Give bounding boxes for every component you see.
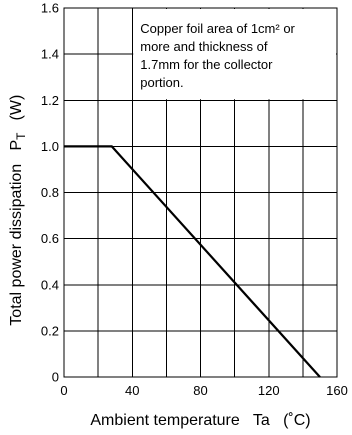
y-tick-label: 1.2	[41, 93, 59, 108]
x-tick-label: 40	[125, 383, 139, 398]
x-tick-label: 160	[326, 383, 348, 398]
y-tick-label: 0.4	[41, 277, 59, 292]
x-tick-label: 80	[193, 383, 207, 398]
annotation-line-3: 1.7mm for the collector	[140, 57, 273, 72]
y-tick-label: 0.6	[41, 231, 59, 246]
y-axis-title-subscript: T	[14, 132, 28, 140]
x-tick-labels: 0 40 80 120 160	[60, 383, 347, 398]
annotation-background	[133, 9, 336, 100]
annotation-box: Copper foil area of 1cm² or more and thi…	[131, 8, 337, 101]
y-axis-title-unit: (W)	[8, 95, 25, 121]
y-axis-title: Total power dissipation PT (W)	[8, 81, 28, 347]
y-tick-label: 1.6	[41, 1, 59, 16]
y-tick-label: 1.4	[41, 47, 59, 62]
y-tick-labels: 0 0.2 0.4 0.6 0.8 1.0 1.2 1.4 1.6	[41, 1, 59, 385]
x-axis-title: Ambient temperature Ta (˚C)	[90, 412, 310, 429]
x-tick-label: 0	[60, 383, 67, 398]
y-tick-label: 1.0	[41, 139, 59, 154]
annotation-line-1: Copper foil area of 1cm² or	[140, 21, 295, 36]
annotation-line-4: portion.	[140, 75, 183, 90]
y-axis-title-main: Total power dissipation P	[8, 140, 25, 326]
y-tick-label: 0.2	[41, 323, 59, 338]
series-line	[64, 145, 321, 378]
y-tick-label: 0.8	[41, 185, 59, 200]
annotation-line-2: more and thickness of	[140, 39, 268, 54]
x-tick-label: 120	[258, 383, 280, 398]
plot-frame	[63, 7, 338, 378]
y-tick-label: 0	[52, 370, 59, 385]
